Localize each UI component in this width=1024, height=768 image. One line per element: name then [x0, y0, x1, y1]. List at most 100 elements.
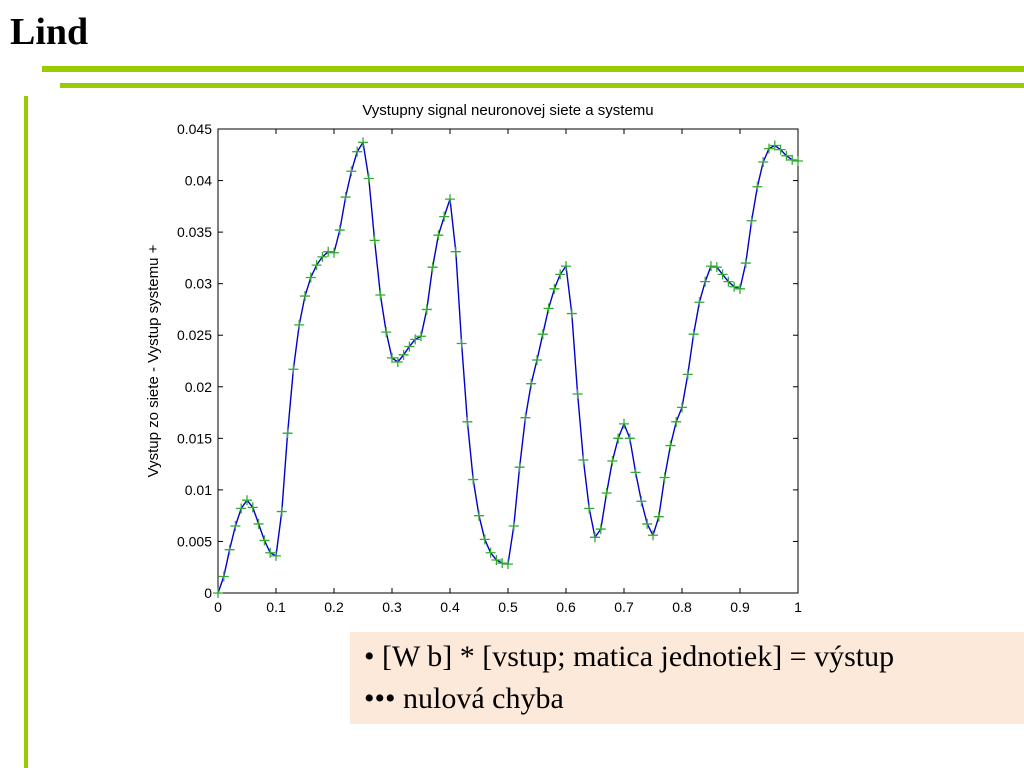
x-axis: 0 0.1 0.2 0.3 0.4 0.5 0.6 0.7 0.8 0.9 1 — [214, 129, 802, 615]
series-2-point — [653, 511, 664, 522]
series-2-point — [363, 173, 374, 184]
accent-line-bottom — [60, 83, 1024, 88]
series-2-point — [630, 467, 641, 478]
series-2-point — [247, 502, 258, 513]
series-2-point — [282, 428, 293, 439]
series-2-point — [775, 144, 786, 155]
accent-line-top — [42, 66, 1024, 72]
series-2-point — [317, 251, 328, 262]
series-2-point — [526, 378, 537, 389]
series-2-point — [387, 352, 397, 363]
series-2-point — [706, 261, 716, 272]
series-2-point — [572, 388, 583, 399]
series-2-point — [532, 354, 542, 365]
series-2-point — [369, 235, 380, 246]
series-2-point — [636, 496, 647, 507]
series-2-point — [334, 225, 345, 236]
series-2-point — [561, 261, 571, 272]
series-2-point — [601, 487, 612, 498]
series-2-point — [416, 331, 426, 342]
x-tick-label: 0.6 — [556, 599, 576, 615]
x-tick-label: 0.3 — [382, 599, 402, 615]
series-2-point — [305, 272, 316, 283]
series-2-point — [462, 416, 473, 427]
y-tick-label: 0.015 — [177, 430, 212, 446]
x-tick-label: 0.8 — [672, 599, 692, 615]
x-tick-label: 0.9 — [730, 599, 750, 615]
x-tick-label: 1 — [794, 599, 802, 615]
series-2-point — [590, 532, 600, 543]
series-2-point — [340, 192, 351, 203]
series-2-point — [624, 433, 635, 444]
series-2-point — [468, 474, 479, 485]
series-2-point — [288, 364, 299, 375]
series-2-point — [677, 402, 687, 413]
series-2-point — [740, 258, 751, 269]
series-2-point — [787, 154, 798, 165]
y-tick-label: 0.025 — [177, 327, 212, 343]
series-2-point — [537, 329, 548, 340]
series-2-point — [514, 462, 525, 473]
y-tick-label: 0.035 — [177, 224, 212, 240]
note-line-1: • [W b] * [vstup; matica jednotiek] = vý… — [364, 640, 894, 674]
y-tick-label: 0.04 — [185, 173, 212, 189]
chart: Vystupny signal neuronovej siete a syste… — [145, 102, 803, 615]
series-2-point — [671, 416, 682, 427]
y-tick-label: 0.02 — [185, 379, 212, 395]
note-line-2: ••• nulová chyba — [364, 682, 564, 716]
series-2-point — [259, 535, 270, 546]
y-tick-label: 0.01 — [185, 482, 212, 498]
series-2-point — [578, 454, 589, 465]
series-2-point — [758, 156, 769, 167]
series-2-point — [619, 418, 629, 429]
chart-title: Vystupny signal neuronovej siete a syste… — [362, 102, 653, 119]
series-2-point — [230, 520, 241, 531]
series-2-point — [439, 211, 450, 222]
note-text: nulová chyba — [403, 682, 564, 715]
series-2-point — [479, 534, 490, 545]
series-2-point — [746, 215, 757, 226]
series-2-point — [375, 290, 386, 301]
series-2-point — [474, 510, 484, 521]
series-2-point — [253, 518, 264, 529]
note-text: [W b] * [vstup; matica jednotiek] = výst… — [382, 640, 895, 673]
series-2-point — [497, 558, 508, 569]
series-2-point — [648, 530, 658, 541]
series-2-point — [433, 230, 444, 241]
series-2-point — [711, 262, 722, 273]
x-tick-label: 0.2 — [324, 599, 344, 615]
series-2-point — [503, 559, 513, 570]
series-2-point — [491, 555, 502, 566]
series-2-point — [352, 146, 363, 157]
series-2-point — [456, 338, 467, 349]
series-2-point — [694, 297, 705, 308]
y-tick-label: 0.045 — [177, 121, 212, 137]
series-2-point — [543, 303, 554, 314]
series-2-point — [700, 276, 711, 287]
y-tick-label: 0.03 — [185, 276, 212, 292]
series-2-point — [764, 143, 774, 154]
series-2-point — [584, 503, 595, 514]
series-2-point — [729, 281, 740, 292]
bullet: • — [364, 640, 375, 673]
series-2-point — [358, 137, 368, 148]
series-2-point — [265, 547, 276, 558]
series-2-point — [613, 433, 624, 444]
series-2-point — [276, 506, 287, 517]
series-2-point — [381, 327, 392, 338]
series-2-point — [595, 524, 606, 535]
x-tick-label: 0.1 — [266, 599, 286, 615]
y-tick-label: 0.005 — [177, 533, 212, 549]
series-2-point — [271, 550, 281, 561]
x-tick-label: 0.5 — [498, 599, 518, 615]
series-2-point — [688, 329, 699, 340]
series-2-point — [218, 571, 229, 582]
x-tick-label: 0.4 — [440, 599, 460, 615]
series-2-point — [781, 150, 792, 161]
series-2-point — [665, 440, 676, 451]
plot-area — [217, 128, 799, 594]
series-2-point — [793, 155, 803, 166]
series-2-point — [659, 472, 670, 483]
series-2-point — [682, 369, 693, 380]
series-2-point — [427, 262, 438, 273]
